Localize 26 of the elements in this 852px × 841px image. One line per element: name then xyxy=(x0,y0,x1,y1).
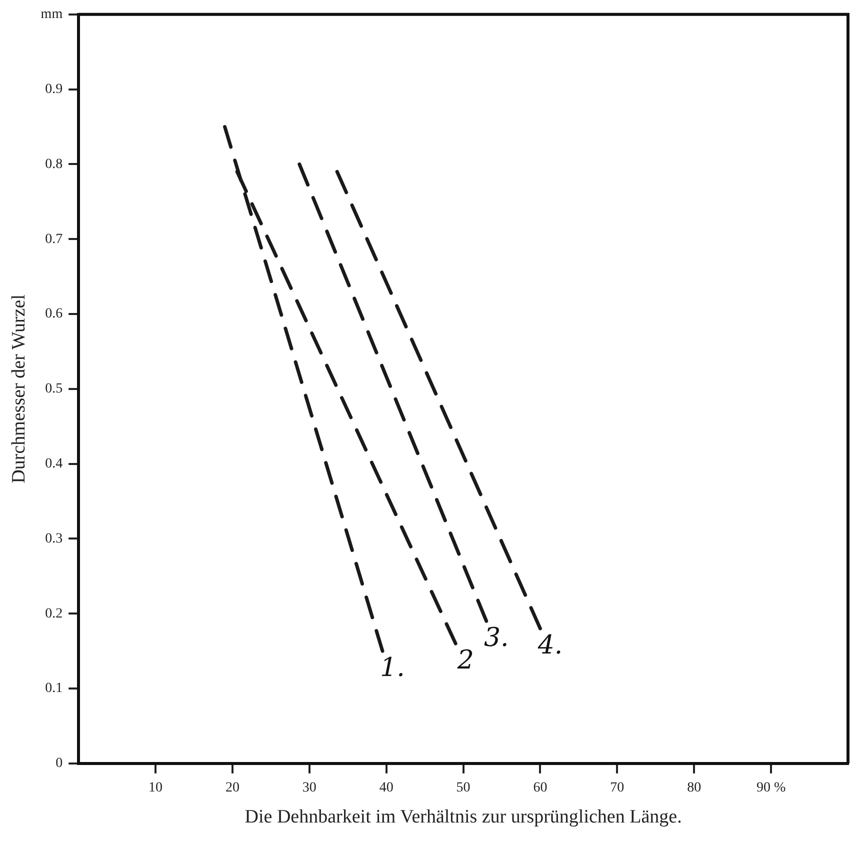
series-label: 3. xyxy=(484,622,509,653)
x-tick-label: 30 xyxy=(302,780,316,796)
y-tick-label: 0.7 xyxy=(45,232,63,247)
x-tick-label: 60 xyxy=(533,780,548,796)
y-tick-label: 0 xyxy=(56,756,63,772)
series-label: 2 xyxy=(456,645,474,676)
x-tick-label: 40 xyxy=(379,780,394,796)
x-tick-label: 20 xyxy=(225,780,240,796)
y-tick-label: 0.9 xyxy=(45,82,63,97)
y-axis-title: Durchmesser der Wurzel xyxy=(8,294,30,484)
series-label: 1. xyxy=(380,652,405,683)
x-tick-label: 80 xyxy=(687,780,702,796)
series-label: 4. xyxy=(536,630,563,660)
y-tick-label: 0.3 xyxy=(45,531,63,546)
y-tick-label: 0.4 xyxy=(45,456,63,472)
x-tick-label: 70 xyxy=(610,780,624,796)
y-tick-label: 0.1 xyxy=(45,681,63,696)
x-axis-title: Die Dehnbarkeit im Verhältnis zur ursprünglichen Länge. xyxy=(244,806,682,828)
x-tick-label: 90 % xyxy=(756,780,786,796)
y-tick-label: 0.8 xyxy=(45,156,63,172)
x-tick-label: 10 xyxy=(148,780,163,796)
x-tick-label: 50 xyxy=(456,780,470,796)
y-tick-label: 0.6 xyxy=(45,306,63,322)
y-tick-label: 0.5 xyxy=(45,382,63,397)
y-tick-label: mm xyxy=(40,7,63,22)
y-tick-label: 0.2 xyxy=(45,606,63,622)
